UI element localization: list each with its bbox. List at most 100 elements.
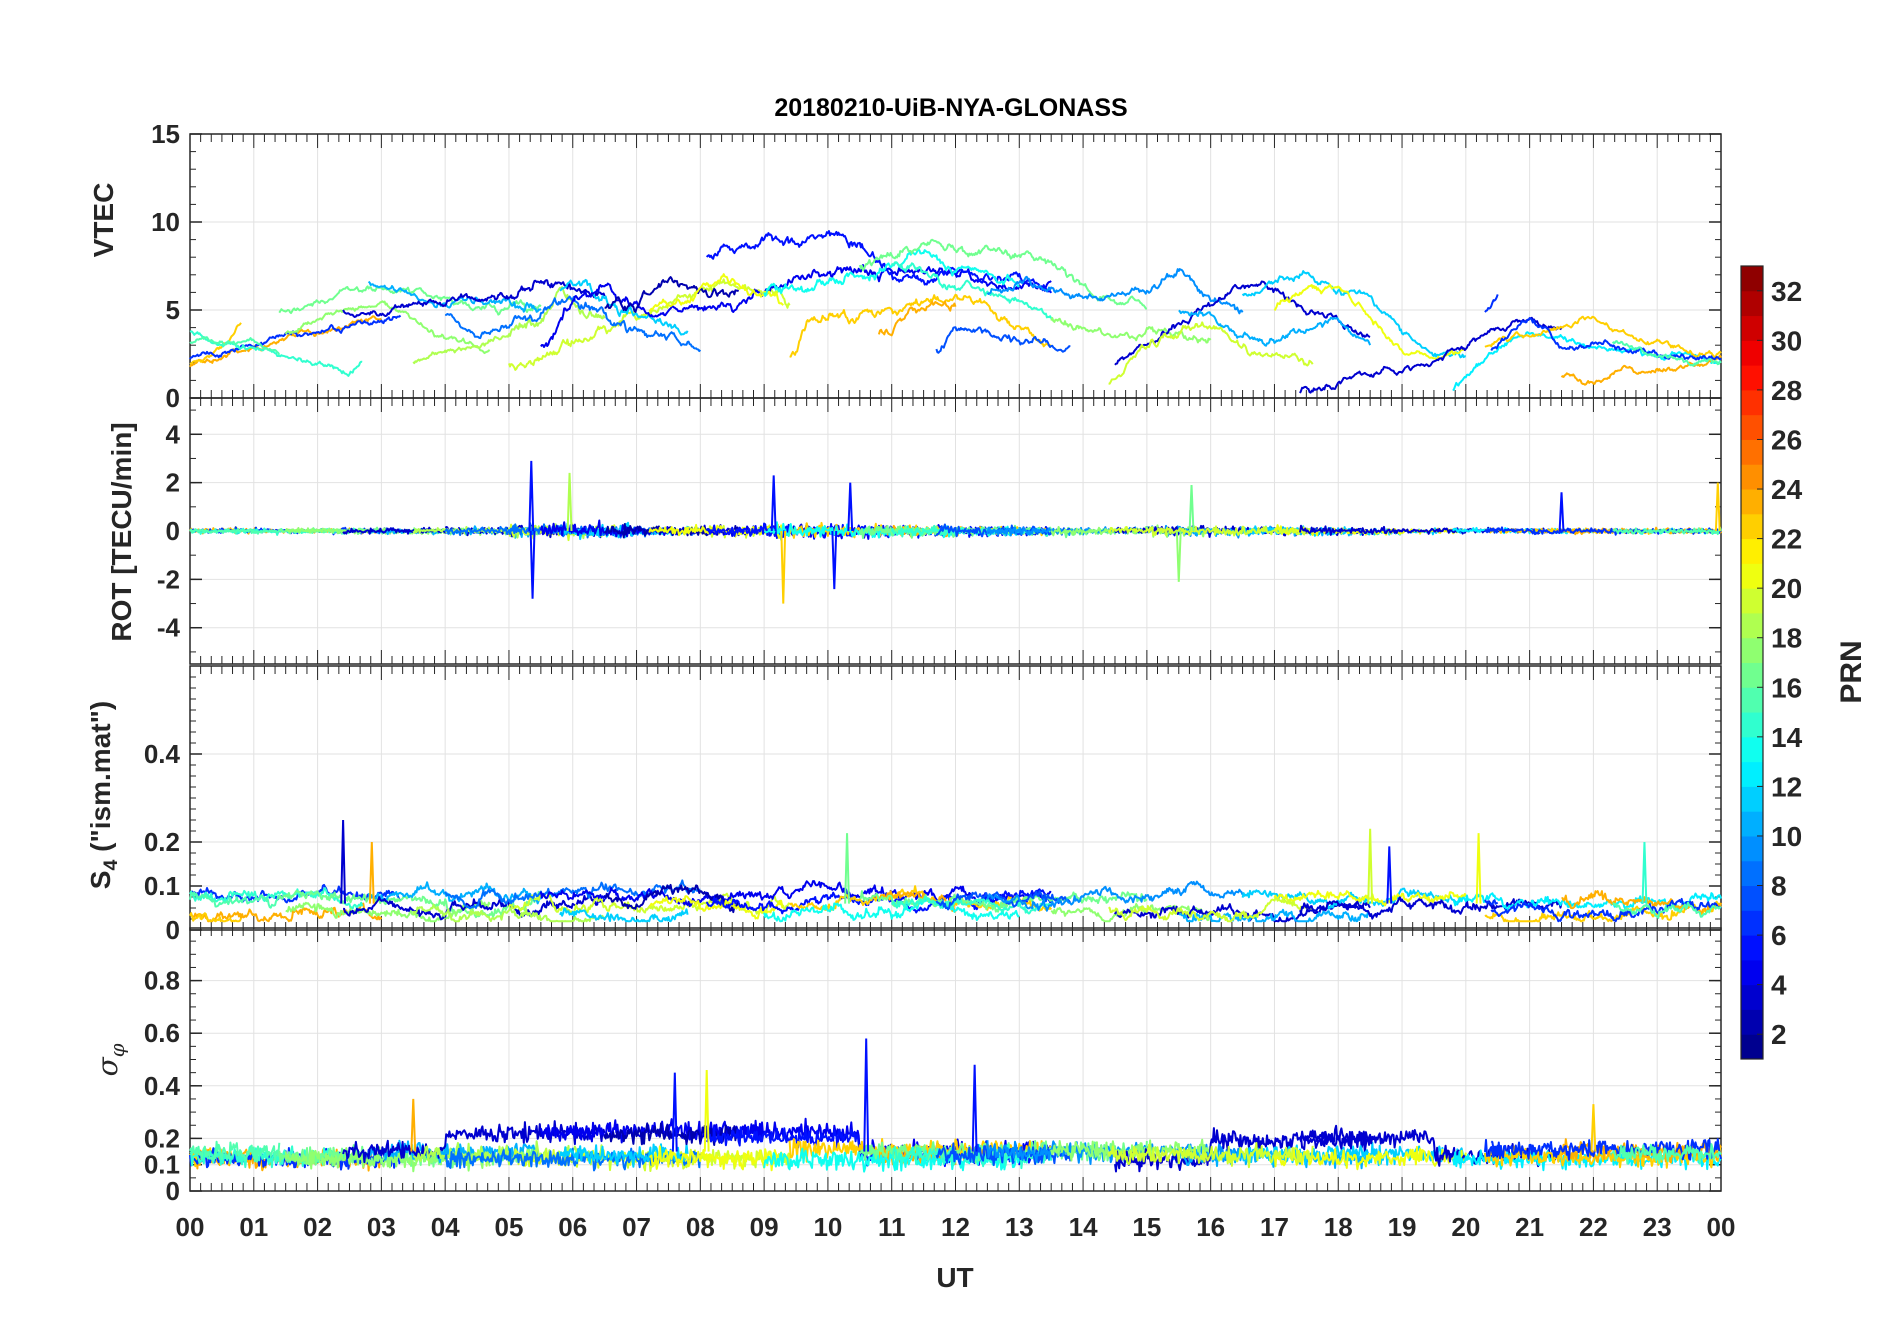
rot-trace-prn-15 bbox=[189, 527, 280, 535]
vtec-ytick-label: 5 bbox=[166, 295, 180, 325]
sigma-ytick-label: 0 bbox=[166, 1176, 180, 1206]
vtec-trace-prn-17 bbox=[1050, 317, 1212, 344]
x-tick-label: 00 bbox=[176, 1212, 205, 1242]
vtec-trace-prn-9 bbox=[986, 268, 1244, 315]
vtec-trace-prn-3 bbox=[1114, 280, 1371, 366]
s4-trace-prn-19 bbox=[1108, 897, 1314, 923]
vtec-trace-prn-11 bbox=[1241, 270, 1466, 359]
sigma-ytick-label: 0.6 bbox=[144, 1018, 180, 1048]
sigma-trace-prn-20 bbox=[649, 1145, 785, 1172]
x-tick-label: 08 bbox=[686, 1212, 715, 1242]
colorbar-tick-label: 14 bbox=[1771, 722, 1803, 753]
rot-ytick-label: 2 bbox=[166, 468, 180, 498]
sigma-spike-prn-23 bbox=[410, 1098, 417, 1152]
x-tick-label: 02 bbox=[303, 1212, 332, 1242]
sigma-trace-prn-22 bbox=[1484, 1145, 1722, 1169]
vtec-trace-prn-23 bbox=[877, 300, 957, 337]
sigma-trace-prn-2 bbox=[603, 1122, 740, 1146]
x-tick-label: 07 bbox=[622, 1212, 651, 1242]
colorbar-segment bbox=[1741, 935, 1763, 961]
vtec-trace-prn-4 bbox=[540, 264, 1052, 348]
colorbar-frame bbox=[1740, 265, 1764, 1060]
s4-trace-prn-14 bbox=[189, 887, 364, 910]
colorbar-segment bbox=[1741, 687, 1763, 713]
sigma-ytick-label: 0.2 bbox=[144, 1123, 180, 1153]
x-tick-label: 05 bbox=[494, 1212, 523, 1242]
x-tick-label: 21 bbox=[1515, 1212, 1544, 1242]
sigma-frame bbox=[189, 927, 1722, 1192]
rot-trace-prn-6 bbox=[1484, 527, 1499, 534]
rot-ytick-label: -2 bbox=[157, 564, 180, 594]
s4-trace-prn-23 bbox=[878, 890, 957, 914]
s4-ytick-label: 0.1 bbox=[144, 871, 180, 901]
colorbar-segment bbox=[1741, 910, 1763, 936]
s4-traces bbox=[189, 819, 1722, 923]
s4-spike-prn-23 bbox=[368, 841, 375, 904]
vtec-trace-prn-14 bbox=[189, 330, 363, 377]
colorbar-segment bbox=[1741, 538, 1763, 564]
colorbar-segment bbox=[1741, 365, 1763, 391]
vtec-trace-prn-2 bbox=[604, 276, 740, 313]
rot-spike-prn-5 bbox=[847, 482, 854, 532]
s4-spike-prn-3 bbox=[340, 819, 347, 904]
colorbar-segment bbox=[1741, 464, 1763, 490]
s4-trace-prn-9 bbox=[986, 880, 1244, 912]
sigma-trace-prn-6 bbox=[1490, 1138, 1722, 1161]
vtec-trace-prn-13 bbox=[763, 248, 1020, 297]
sigma-trace-prn-3 bbox=[342, 1120, 606, 1164]
sigma-spike-prn-20 bbox=[703, 1069, 710, 1152]
colorbar-segment bbox=[1741, 290, 1763, 317]
sigma-trace-prn-19 bbox=[1107, 1142, 1314, 1169]
rot-spike-prn-18 bbox=[566, 472, 573, 532]
rot-ytick-label: -4 bbox=[157, 613, 181, 643]
colorbar-tick-label: 2 bbox=[1771, 1019, 1787, 1050]
colorbar-tick-label: 12 bbox=[1771, 771, 1802, 802]
x-tick-label: 23 bbox=[1643, 1212, 1672, 1242]
chart-title: 20180210-UiB-NYA-GLONASS bbox=[774, 94, 1128, 122]
s4-spike-prn-5 bbox=[1386, 846, 1393, 904]
colorbar-segment bbox=[1741, 761, 1763, 787]
s4-ytick-label: 0.2 bbox=[144, 827, 180, 857]
rot-spike-prn-16 bbox=[1188, 485, 1195, 532]
colorbar-segment bbox=[1741, 860, 1763, 887]
colorbar-segment bbox=[1741, 984, 1763, 1010]
colorbar-segment bbox=[1741, 712, 1763, 738]
vtec-trace-prn-19 bbox=[1108, 321, 1314, 385]
s4-spike-prn-16 bbox=[844, 833, 850, 904]
rot-trace-prn-19 bbox=[1107, 525, 1314, 537]
s4-trace-prn-6 bbox=[1490, 897, 1722, 923]
s4-trace-prn-3 bbox=[343, 892, 606, 921]
vtec-ytick-label: 15 bbox=[151, 119, 180, 149]
vtec-trace-prn-11 bbox=[559, 278, 689, 336]
x-tick-label: 20 bbox=[1451, 1212, 1480, 1242]
x-tick-label: 11 bbox=[878, 1212, 906, 1242]
s4-ytick-label: 0 bbox=[166, 915, 180, 945]
x-tick-label: 16 bbox=[1196, 1212, 1225, 1242]
colorbar-tick-label: 26 bbox=[1771, 424, 1802, 455]
s4-ytick-label: 0.4 bbox=[144, 739, 181, 769]
vtec-trace-prn-7 bbox=[935, 326, 1071, 354]
colorbar-tick-label: 22 bbox=[1771, 524, 1802, 555]
colorbar-segment bbox=[1741, 637, 1763, 663]
vtec-ytick-label: 0 bbox=[166, 383, 180, 413]
s4-trace-prn-11 bbox=[559, 907, 689, 923]
colorbar-segment bbox=[1741, 266, 1763, 292]
x-tick-label: 03 bbox=[367, 1212, 396, 1242]
s4-trace-prn-20 bbox=[648, 895, 784, 920]
vtec-trace-prn-22 bbox=[1484, 315, 1722, 359]
x-tick-label: 06 bbox=[558, 1212, 587, 1242]
vtec-trace-prn-6 bbox=[1490, 317, 1722, 361]
s4-trace-prn-7 bbox=[935, 890, 1071, 911]
sigma-spike-prn-5 bbox=[971, 1064, 978, 1152]
x-tick-label: 13 bbox=[1005, 1212, 1034, 1242]
vtec-trace-prn-10 bbox=[1178, 309, 1372, 347]
colorbar-segment bbox=[1741, 588, 1763, 614]
colorbar-segment bbox=[1741, 489, 1763, 515]
s4-spike-prn-20 bbox=[1475, 833, 1482, 904]
x-tick-label: 14 bbox=[1069, 1212, 1098, 1242]
colorbar-segment bbox=[1741, 811, 1763, 837]
colorbar-tick-label: 8 bbox=[1771, 871, 1787, 902]
rot-spike-prn-17 bbox=[1175, 530, 1182, 582]
sigma-ytick-label: 0.8 bbox=[144, 966, 180, 996]
